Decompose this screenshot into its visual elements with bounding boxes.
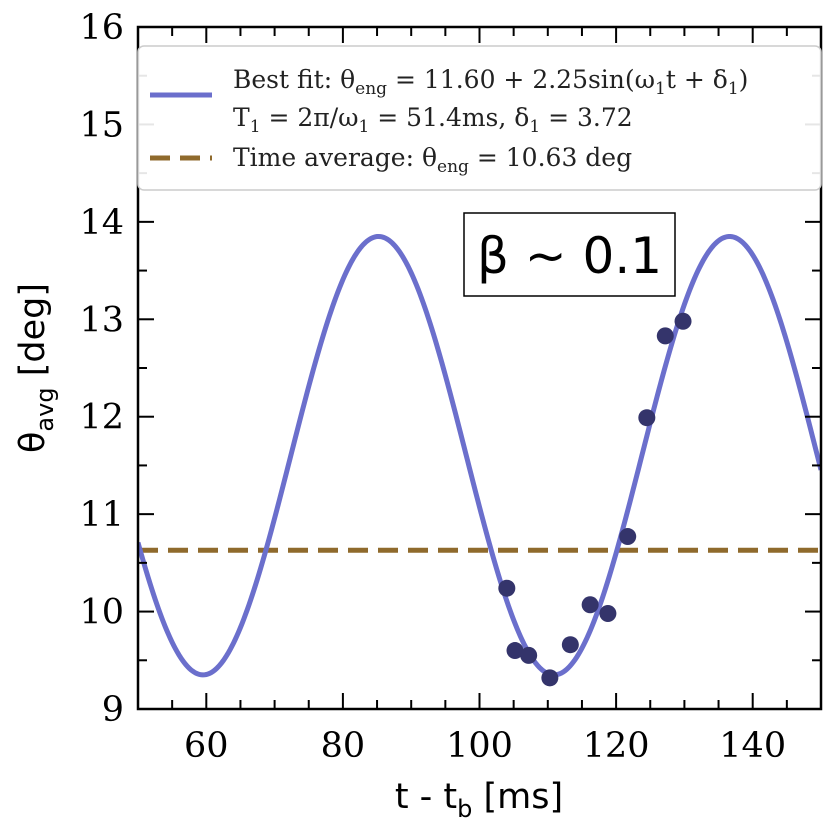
legend-period-a: T [233, 103, 250, 132]
beta-annotation: β ~ 0.1 [463, 212, 676, 297]
plot-area [138, 233, 821, 687]
y-tick-label-9: 9 [102, 690, 124, 730]
legend-average-theta: θ [422, 143, 437, 172]
legend-period-b: = 2π/ω [261, 103, 359, 132]
legend-fit-sub2: 1 [728, 79, 739, 99]
legend-fit-sub1: 1 [655, 79, 666, 99]
legend-period-a-sub: 1 [250, 117, 261, 137]
legend-period-c: = 51.4ms, δ [369, 103, 529, 132]
y-tick-label-14: 14 [79, 203, 124, 243]
legend-fit-eq: = 11.60 + 2.25sin(ω [387, 65, 655, 94]
legend-fit-sub: eng [355, 79, 387, 99]
legend-average-sub: eng [437, 157, 469, 177]
data-point-1 [498, 579, 516, 597]
data-point-11 [674, 312, 692, 330]
data-point-8 [619, 528, 637, 546]
y-tick-label-10: 10 [79, 593, 124, 633]
y-tick-label-16: 16 [79, 8, 124, 48]
legend-average-line: Time average: θeng = 10.63 deg [233, 143, 632, 177]
best-fit-curve [138, 233, 821, 678]
x-tick-label-140: 140 [719, 726, 786, 766]
legend-period-d: = 3.72 [540, 103, 633, 132]
legend-fit-end: ) [739, 65, 749, 94]
data-point-6 [581, 596, 599, 614]
x-tick-label-120: 120 [583, 726, 650, 766]
y-tick-label-13: 13 [79, 300, 124, 340]
x-axis-label-main: t - t [395, 777, 457, 817]
x-tick-label-100: 100 [446, 726, 513, 766]
legend-fit-line1: Best fit: θeng = 11.60 + 2.25sin(ω1t + δ… [233, 65, 748, 99]
data-point-2 [506, 642, 524, 660]
legend-fit-prefix: Best fit: [233, 65, 340, 94]
y-axis-label-unit: [deg] [13, 283, 53, 387]
legend-period-c-sub: 1 [529, 117, 540, 137]
y-tick-label-12: 12 [79, 398, 124, 438]
plot-frame [136, 25, 823, 711]
data-point-9 [638, 409, 656, 427]
data-point-4 [541, 669, 559, 687]
x-axis-label: t - tb [ms] [395, 777, 563, 823]
legend-fit-theta: θ [340, 65, 355, 94]
y-axis-label: θavg [deg] [13, 283, 59, 453]
data-point-7 [599, 605, 617, 623]
x-axis-label-unit: [ms] [472, 777, 563, 817]
x-tick-label-80: 80 [321, 726, 366, 766]
legend-average-eq: = 10.63 deg [469, 143, 632, 172]
y-tick-label-11: 11 [79, 495, 124, 535]
legend-fit-mid: t + δ [666, 65, 728, 94]
legend-fit-line2: T1 = 2π/ω1 = 51.4ms, δ1 = 3.72 [233, 103, 633, 137]
legend-box [137, 45, 822, 191]
y-axis-label-main: θ [13, 432, 53, 453]
legend: Best fit: θeng = 11.60 + 2.25sin(ω1t + δ… [137, 45, 822, 191]
legend-average-prefix: Time average: [233, 143, 422, 172]
data-point-5 [561, 636, 579, 654]
beta-annotation-box [463, 212, 676, 297]
data-point-3 [520, 646, 538, 664]
data-point-10 [656, 327, 674, 345]
beta-annotation-text: β ~ 0.1 [477, 227, 662, 285]
y-axis-label-sub: avg [31, 387, 59, 431]
x-tick-label-60: 60 [184, 726, 229, 766]
legend-period-b-sub: 1 [359, 117, 370, 137]
y-tick-label-15: 15 [79, 105, 124, 145]
x-axis-label-sub: b [457, 795, 472, 823]
